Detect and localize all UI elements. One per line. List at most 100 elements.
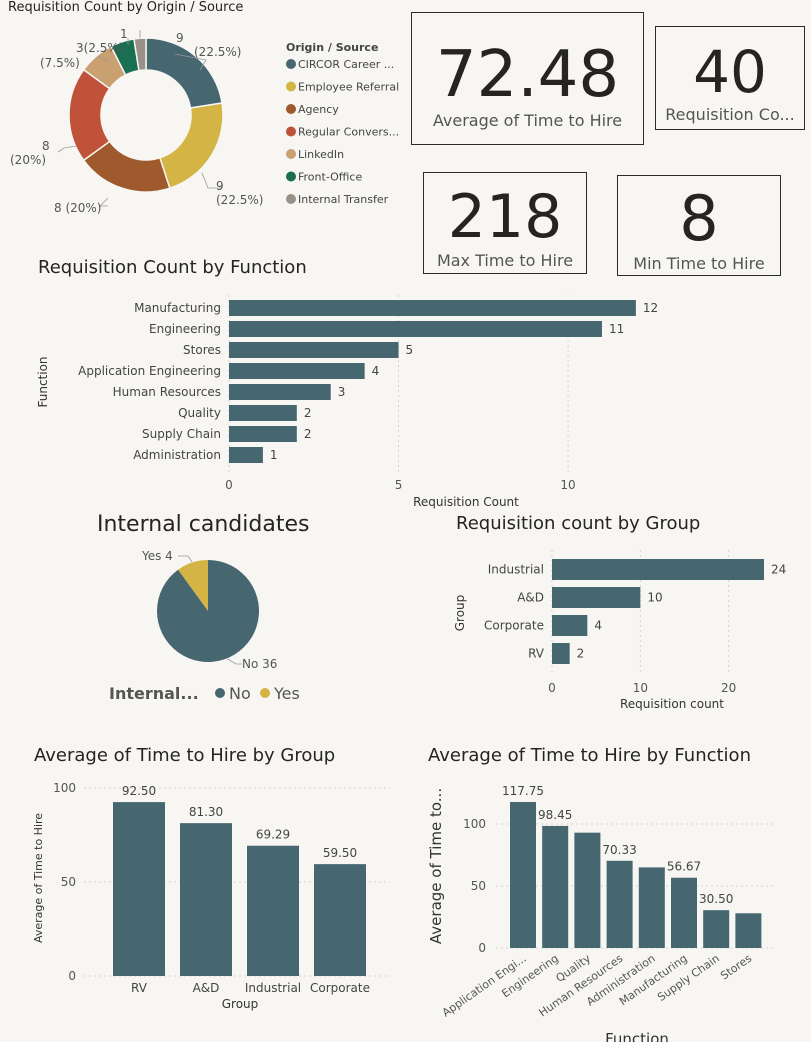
- value-label: 2: [304, 427, 312, 441]
- bar-human-resources[interactable]: [229, 384, 331, 400]
- bar-a-d[interactable]: [552, 587, 641, 608]
- legend-swatch-regular-convers: [286, 126, 296, 137]
- value-label: 1: [270, 448, 278, 462]
- legend-item-employee-referral[interactable]: Employee Referral: [298, 81, 399, 94]
- avg-group-title: Average of Time to Hire by Group: [34, 745, 336, 766]
- bar-rv[interactable]: [113, 802, 165, 976]
- category-label: Industrial: [488, 563, 544, 577]
- donut-slice-employee-referral[interactable]: [158, 102, 224, 190]
- legend-swatch-front-office: [286, 171, 296, 182]
- legend-swatch-employee-referral: [286, 81, 296, 92]
- avg-time-value: 72.48: [435, 38, 620, 112]
- bar-application-engi[interactable]: [510, 801, 536, 948]
- bar-manufacturing[interactable]: [671, 877, 697, 948]
- bar-human-resources[interactable]: [606, 860, 633, 948]
- y-tick-label: 50: [61, 875, 76, 889]
- bar-application-engineering[interactable]: [229, 363, 365, 379]
- group-ylabel: Group: [453, 595, 467, 632]
- bar-corporate[interactable]: [552, 615, 588, 636]
- value-label: 4: [372, 364, 380, 378]
- bar-administration[interactable]: [229, 447, 263, 463]
- bar-stores[interactable]: [735, 913, 762, 948]
- value-label: 81.30: [189, 805, 223, 819]
- bar-rv[interactable]: [552, 643, 570, 664]
- value-label: 59.50: [323, 846, 357, 860]
- pie-slice-no[interactable]: [156, 560, 259, 662]
- legend-item-front-office[interactable]: Front-Office: [298, 171, 362, 184]
- category-label: Administration: [133, 448, 221, 462]
- value-label: 2: [304, 406, 312, 420]
- avg-func-xlabel: Function: [605, 1030, 669, 1042]
- legend-item-agency[interactable]: Agency: [298, 103, 339, 116]
- group-chart[interactable]: 0 10 20 Industrial 24 A&D 10 Corporate 4 RV 2 Gro…: [410, 540, 811, 720]
- avg-time-card[interactable]: 72.48 Average of Time to Hire: [411, 12, 644, 145]
- legend-no-label: No: [229, 684, 251, 703]
- category-label: RV: [528, 647, 545, 661]
- bar-supply-chain[interactable]: [703, 910, 730, 948]
- group-chart-title: Requisition count by Group: [456, 513, 701, 534]
- donut-chart[interactable]: 9 (22.5%) 9 (22.5%) 8 (20%) 8 (20%) 3(2.…: [0, 18, 410, 218]
- y-tick-label: 100: [463, 817, 486, 831]
- bar-stores[interactable]: [229, 342, 399, 358]
- label-regular-pct: (20%): [10, 153, 46, 167]
- category-label: A&D: [517, 591, 544, 605]
- y-tick-label: 100: [53, 781, 76, 795]
- category-label: Corporate: [484, 619, 544, 633]
- bar-corporate[interactable]: [314, 864, 366, 976]
- donut-slice-internal-transfer[interactable]: [133, 37, 147, 72]
- func-chart-title: Requisition Count by Function: [38, 257, 307, 278]
- legend-item-circor-career[interactable]: CIRCOR Career ...: [298, 58, 394, 71]
- func-gridlines: 0 5 10: [225, 295, 576, 492]
- pie-slice-yes[interactable]: [178, 560, 208, 611]
- category-label: Engineering: [149, 322, 221, 336]
- value-label: 70.33: [602, 843, 636, 857]
- value-label: 2: [577, 647, 585, 661]
- category-label: Stores: [718, 952, 754, 983]
- legend-item-internal-transfer[interactable]: Internal Transfer: [298, 193, 389, 206]
- label-circor-count: 9: [176, 31, 184, 45]
- bar-industrial[interactable]: [247, 845, 299, 976]
- bar-a-d[interactable]: [180, 823, 232, 976]
- category-label: Stores: [183, 343, 221, 357]
- bar-engineering[interactable]: [229, 321, 602, 337]
- donut-legend-title: Origin / Source: [286, 41, 378, 54]
- value-label: 11: [609, 322, 624, 336]
- bar-industrial[interactable]: [552, 559, 764, 580]
- internal-no-label: No 36: [242, 657, 277, 671]
- legend-yes-swatch: [260, 688, 270, 698]
- bar-quality[interactable]: [574, 832, 601, 948]
- avg-group-chart[interactable]: 0 50 100 92.50 RV 81.30 A&D 69.29 Industrial 59.…: [0, 770, 410, 1042]
- category-label: Human Resources: [113, 385, 221, 399]
- x-tick-label: 0: [225, 478, 233, 492]
- bar-engineering[interactable]: [542, 825, 569, 948]
- category-label: Corporate: [310, 981, 370, 995]
- legend-no-swatch: [215, 688, 225, 698]
- legend-item-regular-convers[interactable]: Regular Convers...: [298, 126, 399, 139]
- value-label: 56.67: [667, 860, 701, 874]
- min-time-card[interactable]: 8 Min Time to Hire: [617, 175, 781, 276]
- internal-pie[interactable]: Yes 4 No 36 Internal... No Yes: [0, 540, 410, 720]
- avg-group-bars: 92.50 RV 81.30 A&D 69.29 Industrial 59.50 Corpo…: [113, 784, 370, 995]
- y-tick-label: 50: [471, 879, 486, 893]
- x-tick-label: 10: [560, 478, 575, 492]
- value-label: 117.75: [502, 784, 544, 798]
- label-front: 1: [120, 27, 128, 41]
- bar-administration[interactable]: [638, 867, 665, 948]
- avg-func-ylabel: Average of Time to...: [427, 788, 445, 944]
- legend-item-linkedin[interactable]: LinkedIn: [298, 148, 344, 161]
- requisition-count-card[interactable]: 40 Requisition Co...: [655, 26, 805, 130]
- bar-supply-chain[interactable]: [229, 426, 297, 442]
- label-employee-pct: (22.5%): [216, 193, 263, 207]
- internal-leader-lines: [178, 555, 242, 665]
- value-label: 5: [406, 343, 414, 357]
- internal-title: Internal candidates: [97, 512, 310, 537]
- func-ylabel: Function: [36, 356, 50, 407]
- func-xlabel: Requisition Count: [413, 495, 519, 509]
- bar-manufacturing[interactable]: [229, 300, 636, 316]
- bar-quality[interactable]: [229, 405, 297, 421]
- max-time-card[interactable]: 218 Max Time to Hire: [423, 172, 587, 274]
- value-label: 3: [338, 385, 346, 399]
